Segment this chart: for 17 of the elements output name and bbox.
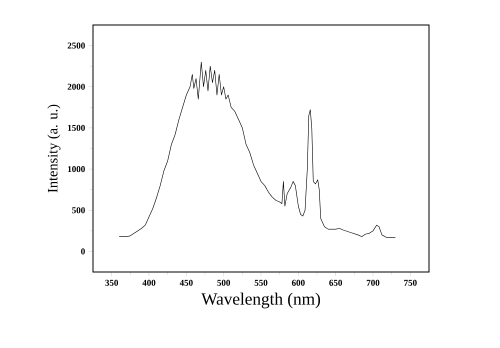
x-tick-label: 450: [180, 280, 193, 286]
x-tick-label: 750: [404, 280, 417, 286]
x-axis-title: Wavelength (nm): [201, 292, 320, 308]
x-tick-label: 500: [217, 280, 230, 286]
y-tick-label: 1500: [68, 124, 85, 131]
x-tick-label: 400: [142, 280, 156, 286]
y-tick-label: 1000: [68, 166, 85, 172]
y-tick-label: 0: [81, 248, 85, 254]
x-tick-label: 600: [292, 280, 305, 286]
y-tick-label: 2500: [68, 42, 85, 49]
y-axis-title: Intensity (a. u.): [47, 104, 60, 192]
x-tick-label: 650: [329, 280, 342, 286]
y-tick-label: 500: [72, 207, 85, 214]
x-tick-label: 700: [366, 280, 380, 286]
x-tick-label: 350: [105, 280, 118, 286]
x-tick-label: 550: [254, 280, 268, 286]
y-tick-label: 2000: [68, 84, 85, 90]
